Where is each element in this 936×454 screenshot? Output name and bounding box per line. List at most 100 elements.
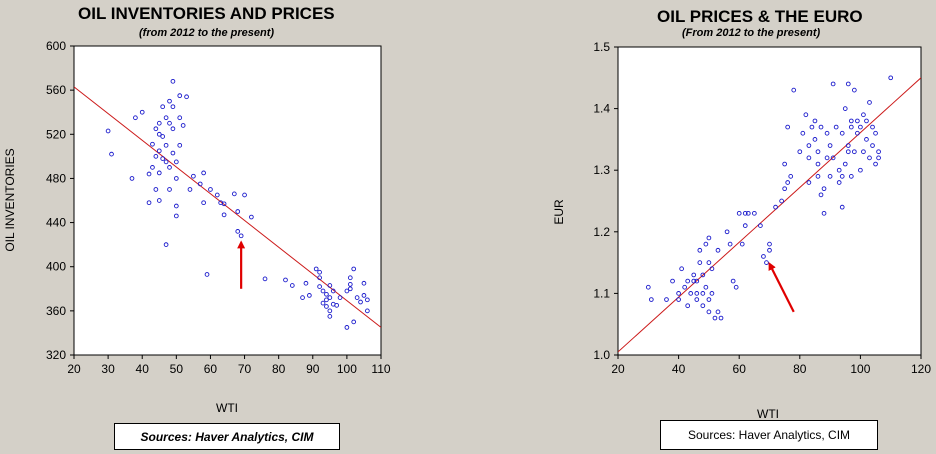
chart-2-data-point [703, 241, 709, 247]
chart-2-data-point [812, 137, 818, 142]
chart-1-data-point [249, 214, 254, 220]
chart-2-data-point [861, 112, 866, 118]
chart-1-data-point [170, 104, 176, 110]
chart-2-xtick-label: 60 [733, 362, 747, 376]
chart-2: WTI EUR 20 40 60 80 100 120 1.0 1.1 1.2 1.3 1.4 1.5 [552, 40, 931, 421]
chart-2-ytick-label: 1.4 [593, 102, 610, 116]
chart-1: WTI OIL INVENTORIES 20 30 40 50 60 70 80 90 100 1… [3, 39, 391, 415]
chart-1-data-point [170, 126, 176, 132]
chart-2-ytick-label: 1.1 [593, 286, 610, 300]
chart-1-data-point [150, 165, 155, 170]
chart-2-arrow [768, 262, 795, 313]
chart-1-data-point [221, 212, 227, 218]
chart-2-xtick-label: 40 [672, 362, 686, 376]
chart-2-ytick-label: 1.5 [593, 40, 610, 54]
chart-2-data-point [733, 284, 739, 290]
chart-2-data-point [724, 229, 730, 235]
chart-2-data-point [824, 155, 830, 161]
chart-1-data-point [156, 120, 162, 126]
chart-2-data-point [873, 161, 878, 167]
chart-1-data-point [317, 269, 322, 275]
chart-2-data-point [670, 278, 675, 284]
chart-2-data-point [742, 223, 748, 228]
chart-1-data-point [235, 229, 241, 234]
chart-1-data-point [214, 192, 220, 198]
chart-1-data-point [146, 171, 152, 177]
chart-1-data-point [327, 308, 333, 314]
chart-2-data-point [797, 149, 803, 155]
chart-2-data-point [715, 247, 721, 253]
chart-1-data-point [170, 150, 176, 156]
chart-2-data-point [700, 291, 706, 296]
chart-2-data-point [851, 149, 857, 155]
chart-2-data-point [682, 284, 688, 290]
chart-2-data-point [709, 291, 715, 296]
chart-1-data-point [351, 266, 357, 272]
chart-2-data-point [712, 315, 718, 321]
chart-2-data-point [812, 118, 818, 124]
chart-2-data-point [785, 180, 791, 185]
chart-1-data-point [361, 280, 367, 286]
chart-1-xtick-label: 50 [170, 362, 184, 376]
chart-1-data-point [283, 277, 288, 283]
chart-2-data-point [758, 223, 763, 228]
chart-1-data-point [197, 181, 203, 187]
chart-2-data-point [767, 247, 772, 253]
chart-2-data-point [815, 149, 821, 155]
chart-2-data-point [697, 247, 703, 253]
chart-2-data-point [845, 81, 851, 87]
chart-1-content [74, 78, 381, 330]
chart-1-data-point [303, 280, 309, 286]
chart-1-xtick-label: 20 [67, 362, 81, 376]
chart-1-data-point [191, 173, 196, 179]
chart-2-data-point [785, 124, 791, 130]
chart-1-ytick-label: 360 [46, 304, 66, 318]
chart-1-data-point [354, 295, 360, 300]
chart-1-data-point [201, 170, 206, 176]
chart-1-ytick-label: 560 [46, 83, 66, 97]
chart-1-data-point [351, 319, 357, 325]
chart-1-source-box: Sources: Haver Analytics, CIM [114, 423, 340, 450]
chart-2-data-point [727, 241, 733, 247]
chart-2-data-point [700, 303, 706, 309]
chart-2-fit-line [618, 77, 921, 353]
chart-1-data-point [163, 115, 169, 121]
chart-2-data-point [706, 309, 712, 315]
chart-2-data-point [839, 130, 845, 136]
chart-1-data-point [129, 176, 135, 181]
chart-2-data-point [806, 155, 812, 161]
chart-2-data-point [700, 272, 706, 278]
chart-2-data-point [706, 297, 712, 302]
chart-1-xtick-label: 100 [337, 362, 357, 376]
chart-2-title: OIL PRICES & THE EURO [657, 7, 863, 26]
chart-2-data-point [806, 180, 812, 185]
chart-2-data-point [806, 143, 812, 148]
chart-1-data-point [146, 200, 152, 206]
chart-2-data-point [645, 284, 651, 290]
chart-2-data-point [767, 241, 772, 247]
chart-2-data-point [876, 155, 881, 161]
chart-1-data-point [177, 93, 183, 99]
chart-2-data-point [691, 272, 697, 278]
chart-1-data-point [327, 283, 333, 288]
chart-1-data-point [327, 295, 333, 300]
chart-2-data-point [848, 124, 854, 130]
chart-1-data-point [324, 304, 329, 309]
chart-1-data-point [180, 123, 186, 128]
chart-1-data-point [150, 141, 155, 147]
chart-2-data-point [706, 235, 712, 241]
chart-2-data-point [855, 118, 860, 124]
chart-2-data-point [761, 254, 766, 259]
chart-1-data-point [173, 159, 179, 165]
chart-1-ytick-label: 600 [46, 39, 66, 53]
chart-1-data-point [167, 98, 172, 104]
chart-2-data-point [867, 100, 872, 105]
chart-1-data-point [347, 282, 353, 287]
chart-1-data-point [160, 134, 166, 139]
chart-2-data-point [818, 124, 824, 130]
chart-2-data-point [864, 137, 869, 142]
chart-2-data-point [803, 112, 809, 118]
chart-2-data-point [848, 174, 854, 179]
chart-1-data-point [289, 283, 295, 288]
